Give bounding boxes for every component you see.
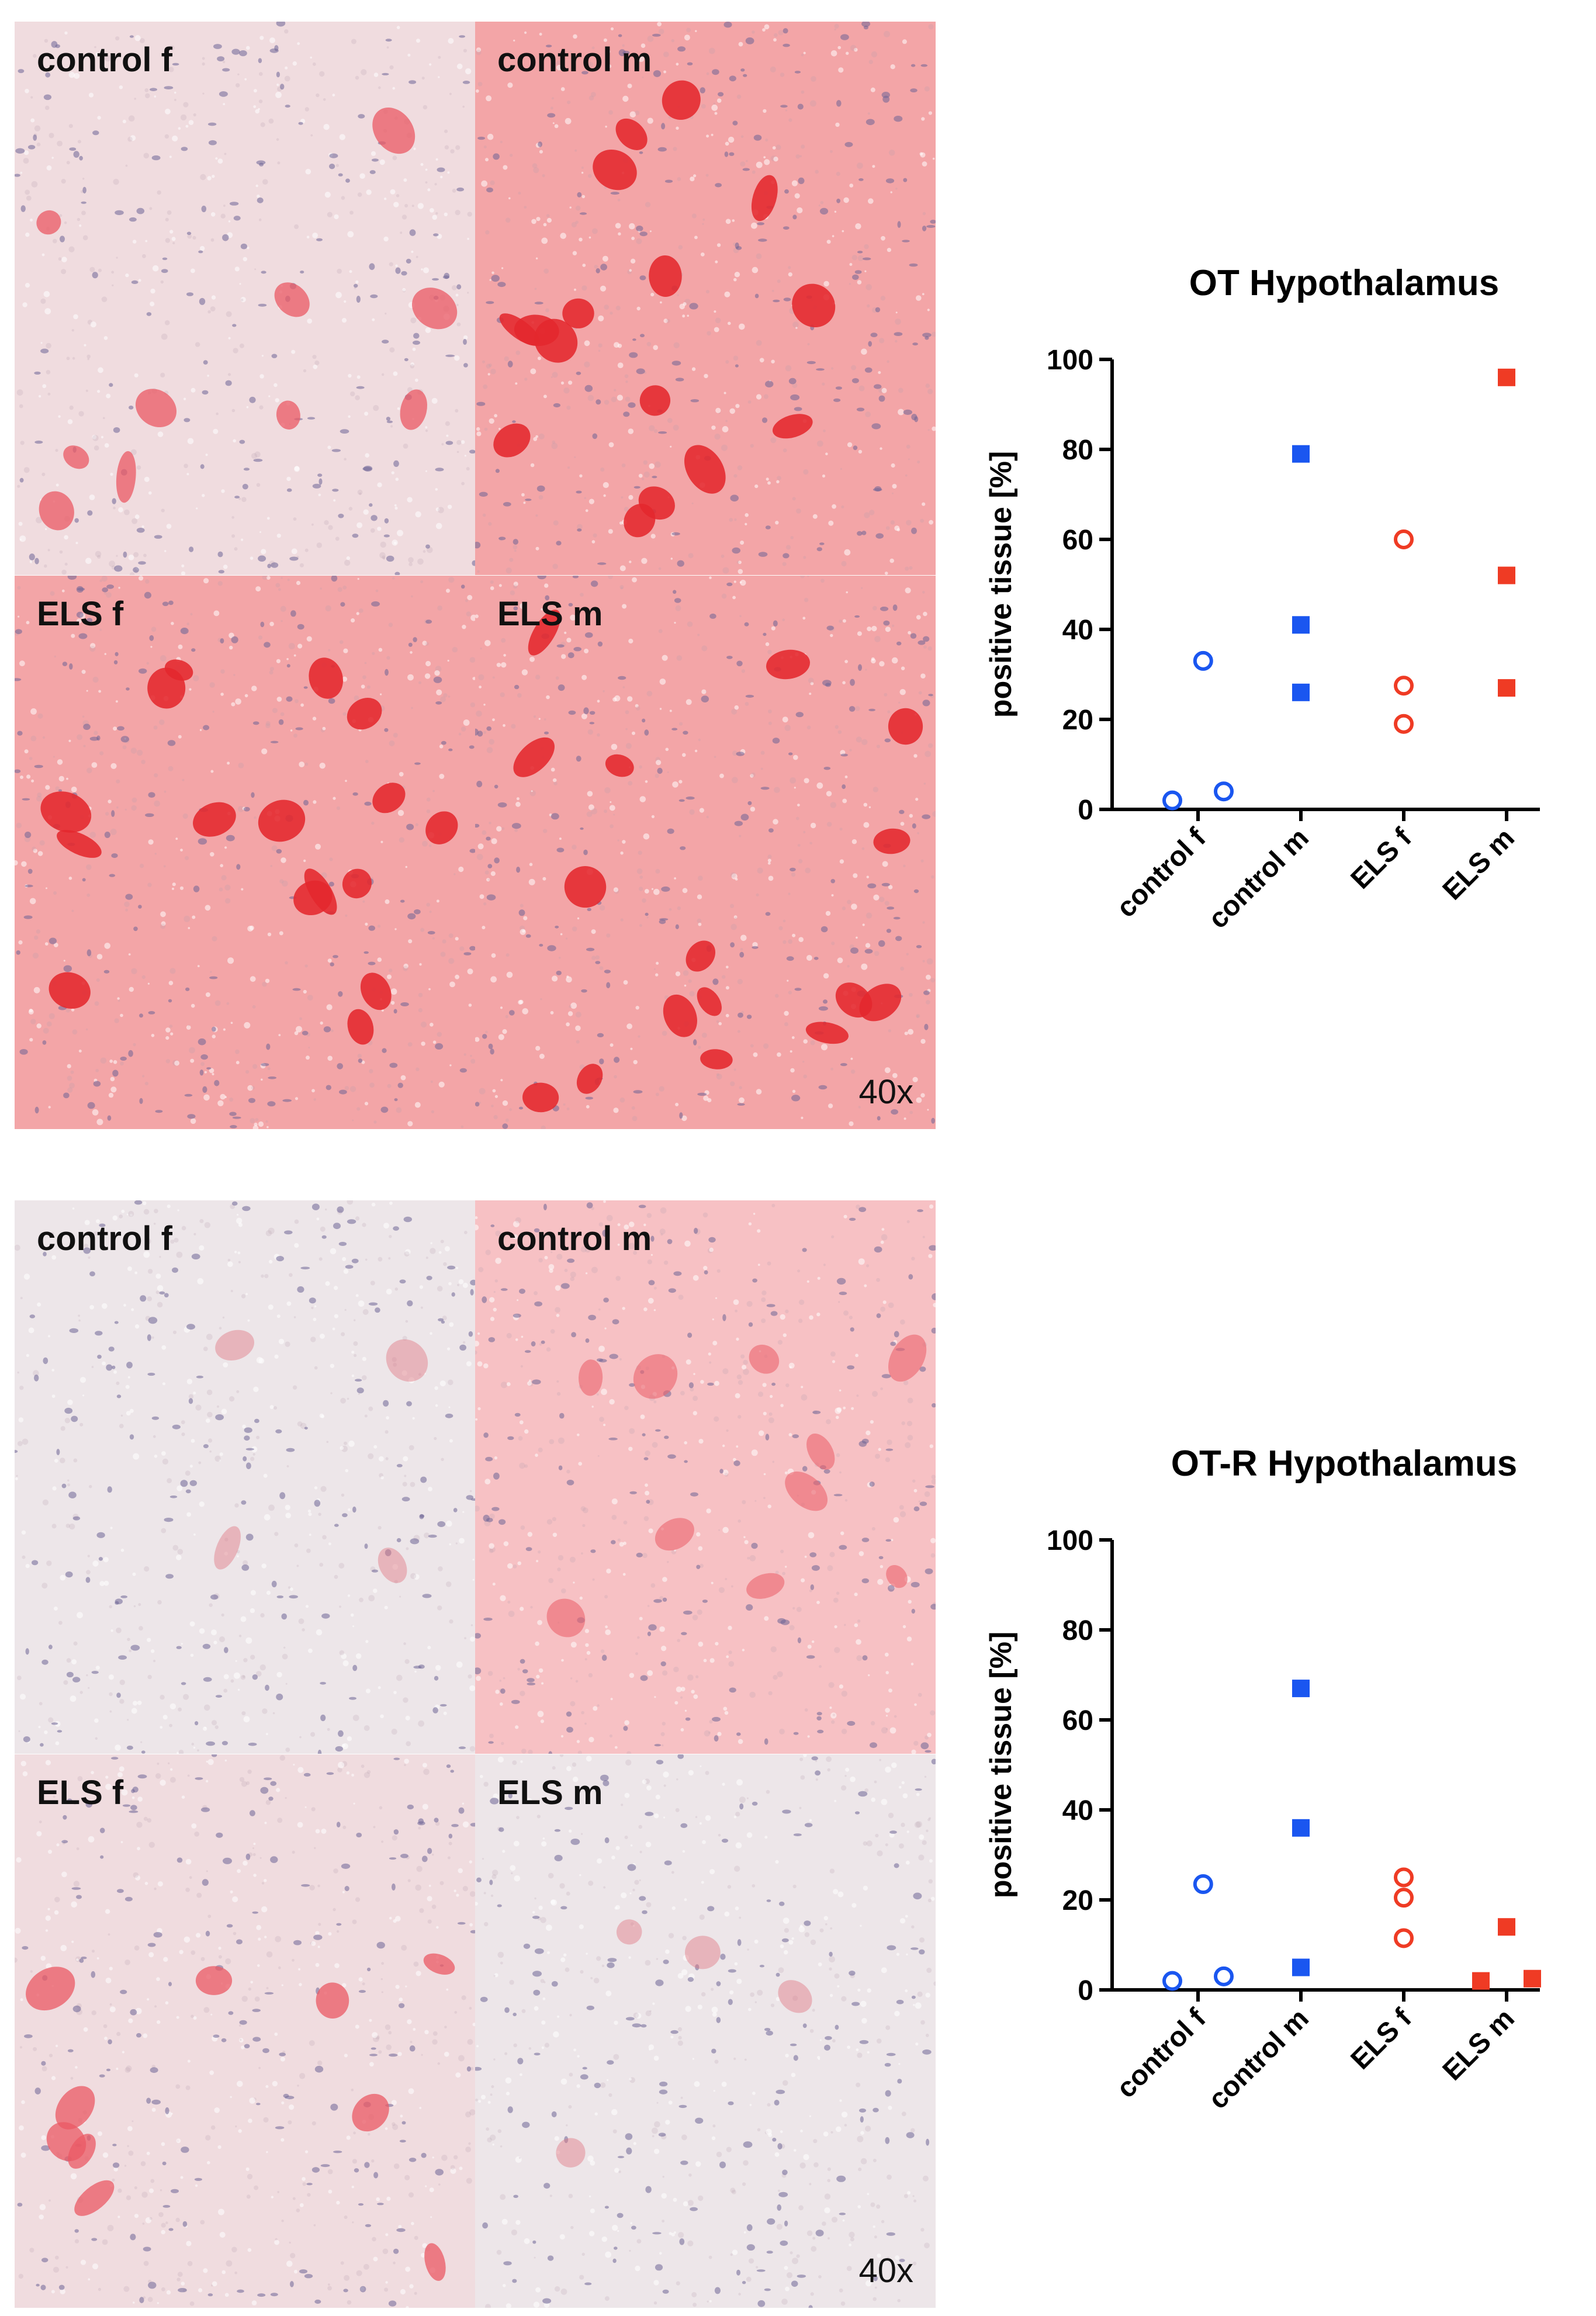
y-tick-label: 40	[1062, 1795, 1093, 1826]
tissue-image	[475, 22, 936, 575]
y-axis-label: positive tissue [%]	[984, 451, 1018, 718]
data-point	[1524, 1969, 1541, 1988]
panel-label: control m	[497, 41, 652, 79]
panel-label: control f	[37, 41, 172, 79]
data-point	[1292, 445, 1310, 463]
micrograph-panel: ELS f	[15, 576, 475, 1129]
scatter-chart: OT-R Hypothalamus positive tissue [%] 0 20 4…	[984, 1443, 1541, 2115]
x-tick-label: control m	[1203, 822, 1315, 934]
data-point	[1162, 1971, 1182, 1991]
chart-title: OT-R Hypothalamus	[1171, 1443, 1518, 1484]
tissue-image	[15, 1200, 475, 1754]
magnification-label: 40x	[858, 2252, 913, 2290]
data-point	[1394, 1888, 1414, 1908]
y-tick-label: 80	[1062, 435, 1093, 466]
micrograph-panel: ELS m 40x	[475, 576, 936, 1129]
ot-hypothalamus-chart: OT Hypothalamus positive tissue [%] 0 20 40 6…	[958, 257, 1596, 976]
x-tick-label: ELS m	[1437, 2003, 1521, 2086]
panel-label: ELS f	[37, 595, 124, 633]
micrograph-panel: control m	[475, 1200, 936, 1754]
tissue-image	[15, 22, 475, 575]
y-tick-label: 40	[1062, 615, 1093, 646]
data-point	[1394, 1867, 1414, 1888]
micrograph-panel: control m	[475, 22, 936, 575]
data-point	[1394, 529, 1414, 549]
x-tick-label: control f	[1111, 822, 1213, 924]
data-point	[1498, 679, 1515, 697]
data-point	[1162, 790, 1182, 811]
x-tick-label: ELS m	[1437, 822, 1521, 906]
data-point	[1292, 1680, 1310, 1698]
scatter-chart: OT Hypothalamus positive tissue [%] 0 20 40 6…	[984, 263, 1540, 934]
tissue-image	[475, 1754, 936, 2308]
micrograph-grid-bottom: control f control m ELS f ELS m 40x	[15, 1200, 936, 2308]
tissue-image	[15, 1754, 475, 2308]
micrograph-grid-top: control f control m ELS f ELS m 40x	[15, 22, 936, 1129]
data-point	[1394, 1928, 1414, 1948]
y-tick-label: 60	[1062, 1705, 1093, 1736]
y-tick-label: 60	[1062, 525, 1093, 556]
data-point	[1193, 1874, 1213, 1895]
tissue-image	[15, 576, 475, 1129]
x-tick-label: ELS f	[1345, 822, 1418, 895]
data-point	[1292, 1819, 1310, 1837]
y-tick-label: 0	[1078, 1975, 1093, 2006]
data-point	[1193, 650, 1213, 671]
y-tick-label: 20	[1062, 1885, 1093, 1916]
data-point	[1498, 566, 1515, 584]
x-tick-label: ELS f	[1345, 2003, 1418, 2076]
micrograph-panel: control f	[15, 22, 475, 575]
data-point	[1214, 781, 1234, 802]
x-tick-label: control f	[1111, 2003, 1213, 2104]
x-tick-label: control m	[1203, 2003, 1315, 2115]
chart-title: OT Hypothalamus	[1189, 263, 1500, 303]
panel-label: control f	[37, 1220, 172, 1258]
y-tick-label: 100	[1047, 345, 1093, 376]
magnification-label: 40x	[858, 1073, 913, 1111]
micrograph-panel: ELS f	[15, 1754, 475, 2308]
panel-label: ELS m	[497, 1774, 603, 1812]
data-point	[1292, 683, 1310, 701]
y-axis-label: positive tissue [%]	[984, 1632, 1018, 1899]
data-point	[1292, 616, 1310, 634]
y-tick-label: 80	[1062, 1615, 1093, 1646]
micrograph-panel: control f	[15, 1200, 475, 1754]
y-tick-label: 20	[1062, 705, 1093, 736]
tissue-image	[475, 576, 936, 1129]
data-point	[1472, 1972, 1490, 1990]
tissue-image	[475, 1200, 936, 1754]
panel-label: ELS m	[497, 595, 603, 633]
otr-hypothalamus-chart: OT-R Hypothalamus positive tissue [%] 0 20 4…	[958, 1438, 1596, 2156]
data-point	[1214, 1966, 1234, 1986]
data-point	[1292, 1958, 1310, 1976]
y-tick-label: 0	[1078, 795, 1093, 826]
data-point	[1498, 368, 1515, 386]
data-point	[1498, 1918, 1515, 1936]
data-point	[1394, 714, 1414, 734]
panel-label: ELS f	[37, 1774, 124, 1812]
panel-label: control m	[497, 1220, 652, 1258]
data-point	[1394, 676, 1414, 696]
y-tick-label: 100	[1047, 1525, 1093, 1556]
micrograph-panel: ELS m 40x	[475, 1754, 936, 2308]
